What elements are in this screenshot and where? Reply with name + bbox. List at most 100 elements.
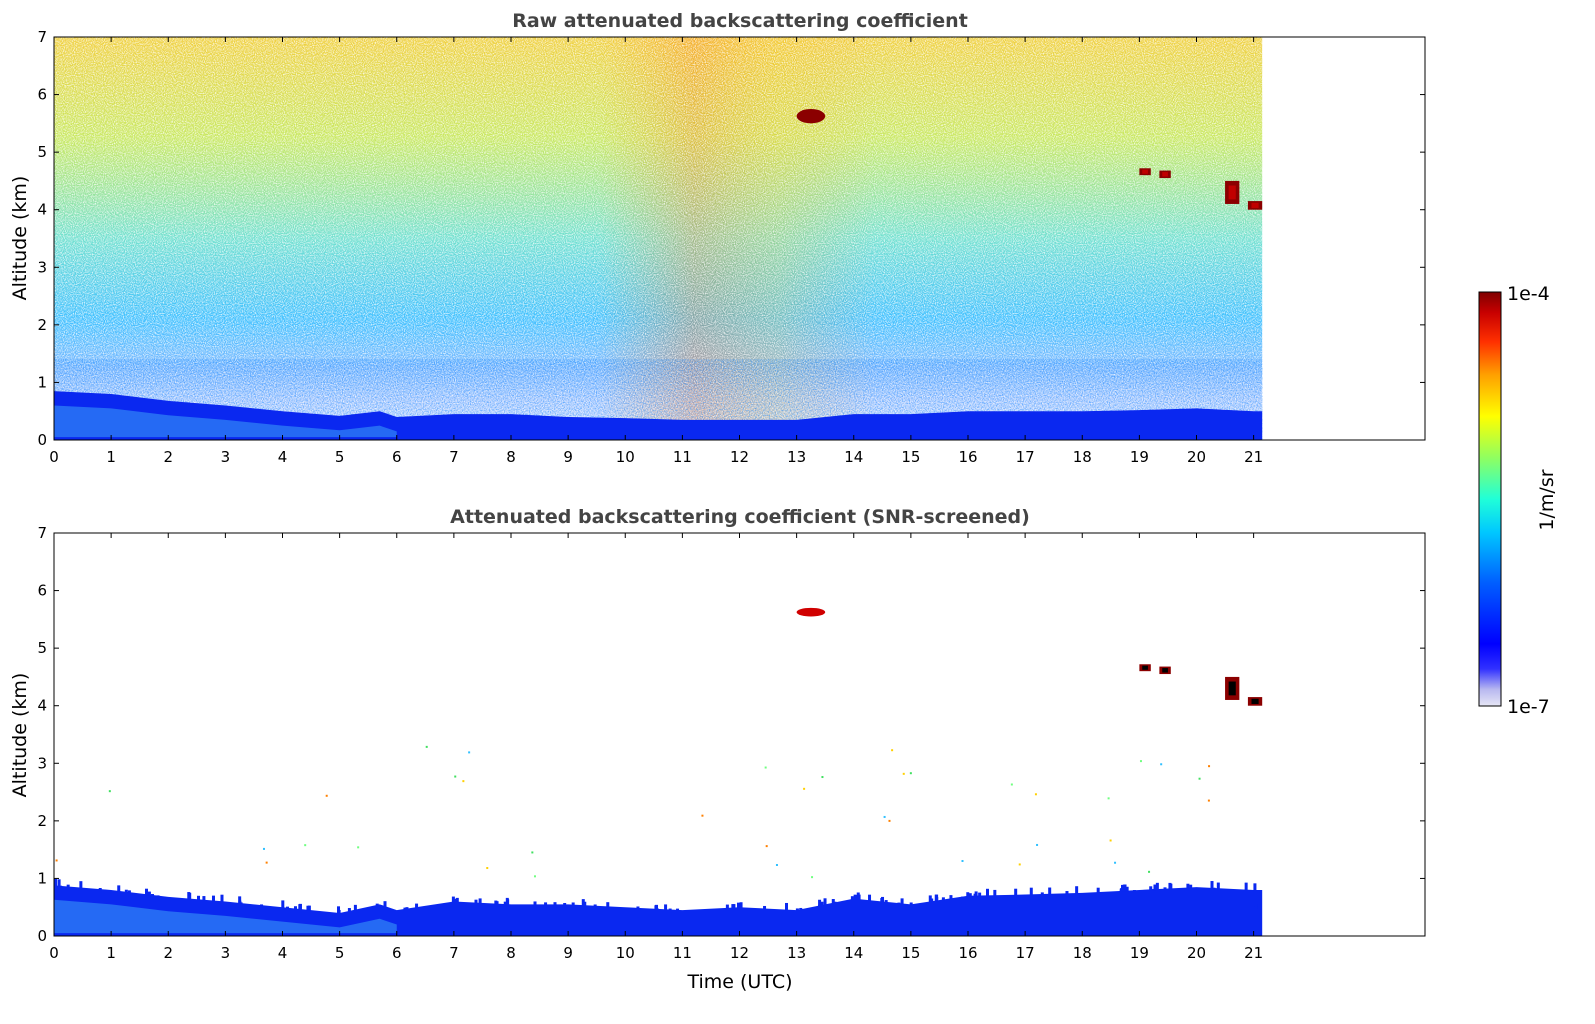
noise-pixel	[1198, 777, 1201, 780]
x-tick-label: 21	[1244, 944, 1263, 962]
plot-area	[53, 36, 1426, 441]
boundary-layer-edge	[494, 900, 498, 905]
boundary-layer-edge	[57, 879, 61, 887]
y-axis-label: Altitude (km)	[9, 176, 31, 301]
boundary-layer-edge	[880, 898, 884, 903]
boundary-layer-edge	[966, 892, 970, 897]
x-tick-label: 10	[616, 944, 635, 962]
boundary-layer-edge	[993, 889, 997, 897]
y-axis: 0 1 2 3 4 5 6 7	[37, 524, 1425, 945]
boundary-layer-edge	[285, 906, 289, 909]
boundary-layer-edge	[66, 884, 70, 888]
noise-pixel	[1160, 763, 1163, 766]
boundary-layer-edge	[732, 904, 736, 909]
x-tick-label: 14	[844, 944, 863, 962]
x-tick-label: 8	[506, 944, 516, 962]
boundary-layer-edge	[739, 902, 743, 909]
x-tick-label: 4	[278, 448, 288, 466]
x-tick-label: 18	[1073, 944, 1092, 962]
noise-pixel	[1139, 760, 1142, 763]
boundary-layer-edge	[941, 897, 945, 901]
boundary-layer-edge	[54, 878, 58, 887]
y-axis: 0 1 2 3 4 5 6 7	[37, 28, 1425, 449]
x-tick-label: 16	[958, 448, 977, 466]
noise-pixel	[533, 875, 536, 878]
boundary-layer-edge	[1169, 883, 1173, 890]
x-tick-label: 12	[730, 944, 749, 962]
x-tick-label: 13	[787, 448, 806, 466]
cloud-core	[1251, 202, 1259, 208]
x-tick-label: 2	[163, 944, 173, 962]
boundary-layer-edge	[868, 894, 872, 902]
y-tick-label: 1	[37, 373, 47, 391]
noise-pixel	[1207, 799, 1210, 802]
boundary-layer-edge	[1212, 887, 1216, 889]
boundary-layer-edge	[375, 903, 379, 907]
boundary-layer-edge	[293, 906, 297, 910]
boundary-layer-edge	[455, 897, 459, 903]
noise-pixel	[764, 766, 767, 769]
boundary-layer-edge	[533, 901, 537, 906]
noise-pixel	[108, 790, 111, 793]
boundary-layer-edge	[736, 902, 740, 909]
boundary-layer-edge	[833, 901, 837, 904]
boundary-layer-edge	[593, 904, 597, 907]
chart-title: Raw attenuated backscattering coefficien…	[512, 10, 968, 32]
boundary-layer-edge	[1155, 882, 1159, 891]
noise-pixel	[1107, 797, 1110, 800]
x-tick-label: 1	[106, 944, 116, 962]
boundary-layer-edge	[823, 898, 827, 906]
boundary-layer-edge	[98, 888, 102, 890]
noise-pixel	[425, 745, 428, 748]
boundary-layer-edge	[1123, 884, 1127, 892]
boundary-layer-edge	[238, 896, 242, 904]
y-tick-label: 4	[37, 201, 47, 219]
y-tick-label: 6	[37, 582, 47, 600]
boundary-layer-edge	[353, 904, 357, 911]
cloud-core	[1162, 668, 1168, 673]
y-axis-label: Altitude (km)	[9, 673, 31, 798]
boundary-layer-edge	[337, 906, 341, 914]
y-tick-label: 3	[37, 258, 47, 276]
boundary-layer-edge	[583, 901, 587, 907]
noise-pixel	[1109, 839, 1112, 842]
noise-pixel	[304, 844, 307, 847]
boundary-layer-edge	[1014, 888, 1018, 896]
boundary-layer-edge	[900, 898, 904, 905]
boundary-layer-edge	[544, 902, 548, 906]
noise-pixel	[888, 819, 891, 822]
noise-pixel	[1114, 861, 1117, 864]
noise-pixel	[55, 859, 58, 862]
boundary-layer-edge	[147, 891, 151, 896]
boundary-layer-edge	[1253, 883, 1257, 891]
boundary-layer	[54, 885, 1263, 936]
cloud-core	[1228, 185, 1236, 200]
boundary-layer-edge	[1189, 884, 1193, 889]
boundary-layer-edge	[1244, 882, 1248, 891]
boundary-layer-edge	[853, 894, 857, 900]
boundary-layer-edge	[571, 902, 575, 906]
boundary-layer-edge	[347, 908, 351, 913]
boundary-layer-edge	[451, 896, 455, 903]
noise-pixel	[357, 846, 360, 849]
x-tick-label: 9	[563, 944, 573, 962]
panel-raw: Raw attenuated backscattering coefficien…	[9, 10, 1426, 466]
noise-pixel	[701, 814, 704, 817]
x-tick-label: 7	[449, 944, 459, 962]
chart-title: Attenuated backscattering coefficient (S…	[450, 506, 1030, 528]
y-tick-label: 3	[37, 754, 47, 772]
boundary-layer-edge	[968, 893, 972, 897]
boundary-layer-edge	[763, 905, 767, 910]
boundary-layer-edge	[260, 904, 264, 906]
x-tick-label: 5	[335, 448, 345, 466]
boundary-layer-edge	[553, 903, 557, 906]
boundary-layer-edge	[1254, 904, 1258, 909]
boundary-layer-edge	[202, 896, 206, 901]
mixed-layer	[54, 899, 397, 934]
noise-pixel	[1036, 843, 1039, 846]
boundary-layer-edge	[725, 904, 729, 909]
boundary-layer-edge	[1125, 886, 1129, 892]
colorbar-max-label: 1e-4	[1507, 283, 1550, 305]
cloud-core	[1142, 169, 1148, 174]
